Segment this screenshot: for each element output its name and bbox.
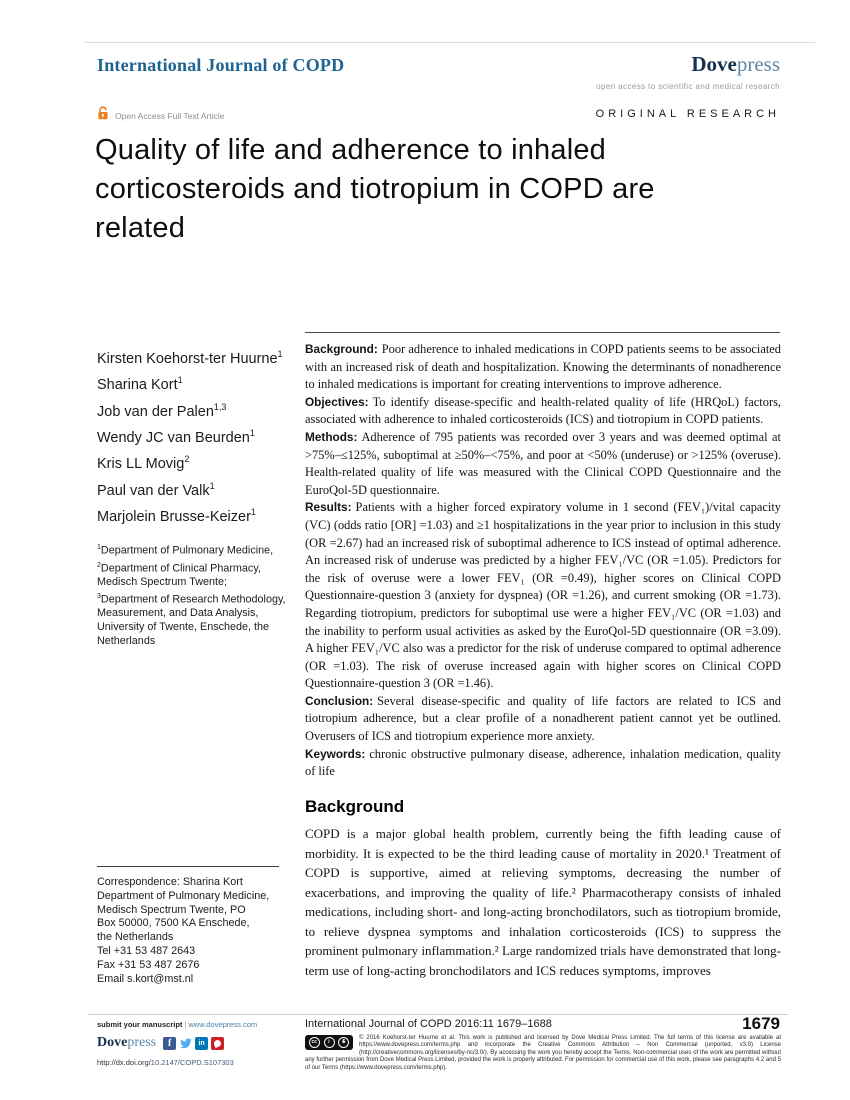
footer-left: submit your manuscript | www.dovepress.com… [97, 1020, 292, 1067]
author-name: Sharina Kort1 [97, 375, 183, 394]
social-icons: f in [163, 1036, 225, 1050]
correspondence-block: Correspondence: Sharina Kort Department … [97, 866, 279, 986]
abstract-paragraph: Objectives: To identify disease-specific … [305, 394, 781, 427]
author-name: Marjolein Brusse-Keizer1 [97, 506, 256, 525]
submit-manuscript-line: submit your manuscript | www.dovepress.com [97, 1020, 258, 1029]
journal-masthead: International Journal of COPD [97, 55, 345, 75]
dovepress-footer-logo: Dovepress [97, 1035, 157, 1050]
author-name: Job van der Palen1,3 [97, 401, 227, 420]
article-type-label: ORIGINAL RESEARCH [595, 108, 780, 120]
dovepress-url-link[interactable]: www.dovepress.com [188, 1020, 258, 1029]
body-paragraph: COPD is a major global health problem, c… [305, 826, 781, 978]
correspondence-email[interactable]: Email s.kort@mst.nl [97, 972, 194, 985]
facebook-icon[interactable]: f [163, 1036, 177, 1050]
page-number: 1679 [742, 1014, 780, 1033]
submit-manuscript-label: submit your manuscript [97, 1020, 183, 1029]
doi-link[interactable]: http://dx.doi.org/10.2147/COPD.S107303 [97, 1058, 234, 1067]
author-name: Wendy JC van Beurden1 [97, 427, 255, 446]
license-block: cc i $ © 2016 Koehorst-ter Huurne et al.… [305, 1035, 781, 1072]
linkedin-icon[interactable]: in [195, 1036, 209, 1050]
cc-nc-icon: $ [338, 1037, 350, 1048]
author-name: Paul van der Valk1 [97, 480, 215, 499]
footer-brand-row: Dovepress f in [97, 1035, 292, 1051]
abstract-paragraph: Keywords: chronic obstructive pulmonary d… [305, 746, 781, 779]
abstract-paragraph: Methods: Adherence of 795 patients was re… [305, 429, 781, 497]
correspondence-line: the Netherlands [97, 931, 174, 944]
publisher-tagline: open access to scientific and medical re… [596, 82, 780, 91]
correspondence-line: Medisch Spectrum Twente, PO [97, 903, 246, 916]
open-access-row: Open Access Full Text Article [97, 106, 224, 125]
abstract: Background: Poor adherence to inhaled med… [305, 341, 781, 781]
open-access-lock-icon [97, 106, 109, 125]
creative-commons-icons: cc i $ [305, 1035, 353, 1050]
correspondence-line: Fax +31 53 487 2676 [97, 958, 200, 971]
author-name: Kris LL Movig2 [97, 454, 190, 473]
cc-by-icon: i [323, 1037, 335, 1048]
section-heading-background: Background [305, 797, 405, 816]
journal-citation: International Journal of COPD 2016:11 16… [305, 1018, 552, 1030]
dovepress-logo-press: press [736, 52, 780, 76]
cc-icon: cc [308, 1037, 320, 1048]
affiliations: 1Department of Pulmonary Medicine, 2Depa… [97, 544, 286, 647]
dovepress-social-icon[interactable] [211, 1036, 225, 1050]
author-column: Kirsten Koehorst-ter Huurne1 Sharina Kor… [97, 338, 289, 649]
abstract-divider [305, 332, 780, 333]
open-access-label[interactable]: Open Access Full Text Article [115, 110, 225, 121]
top-divider [85, 42, 815, 43]
correspondence-line: Department of Pulmonary Medicine, [97, 889, 270, 902]
dovepress-logo: Dovepress [691, 52, 780, 77]
abstract-paragraph: Results: Patients with a higher forced ex… [305, 500, 781, 691]
page-title: Quality of life and adherence to inhaled… [95, 134, 655, 244]
footer-divider [88, 1014, 788, 1015]
author-name: Kirsten Koehorst-ter Huurne1 [97, 349, 283, 367]
correspondence-line: Tel +31 53 487 2643 [97, 944, 196, 957]
dovepress-logo-dove: Dove [691, 52, 737, 76]
twitter-icon[interactable] [179, 1037, 192, 1050]
license-text: © 2016 Koehorst-ter Huurne et al. This w… [305, 1035, 781, 1071]
footer-center: International Journal of COPD 2016:11 16… [305, 1018, 781, 1072]
abstract-paragraph: Background: Poor adherence to inhaled med… [305, 342, 781, 392]
abstract-paragraph: Conclusion: Several disease-specific and … [305, 693, 781, 744]
correspondence-line: Correspondence: Sharina Kort [97, 876, 243, 888]
correspondence-line: Box 50000, 7500 KA Enschede, [97, 917, 250, 930]
author-list: Kirsten Koehorst-ter Huurne1 Sharina Kor… [97, 344, 289, 528]
